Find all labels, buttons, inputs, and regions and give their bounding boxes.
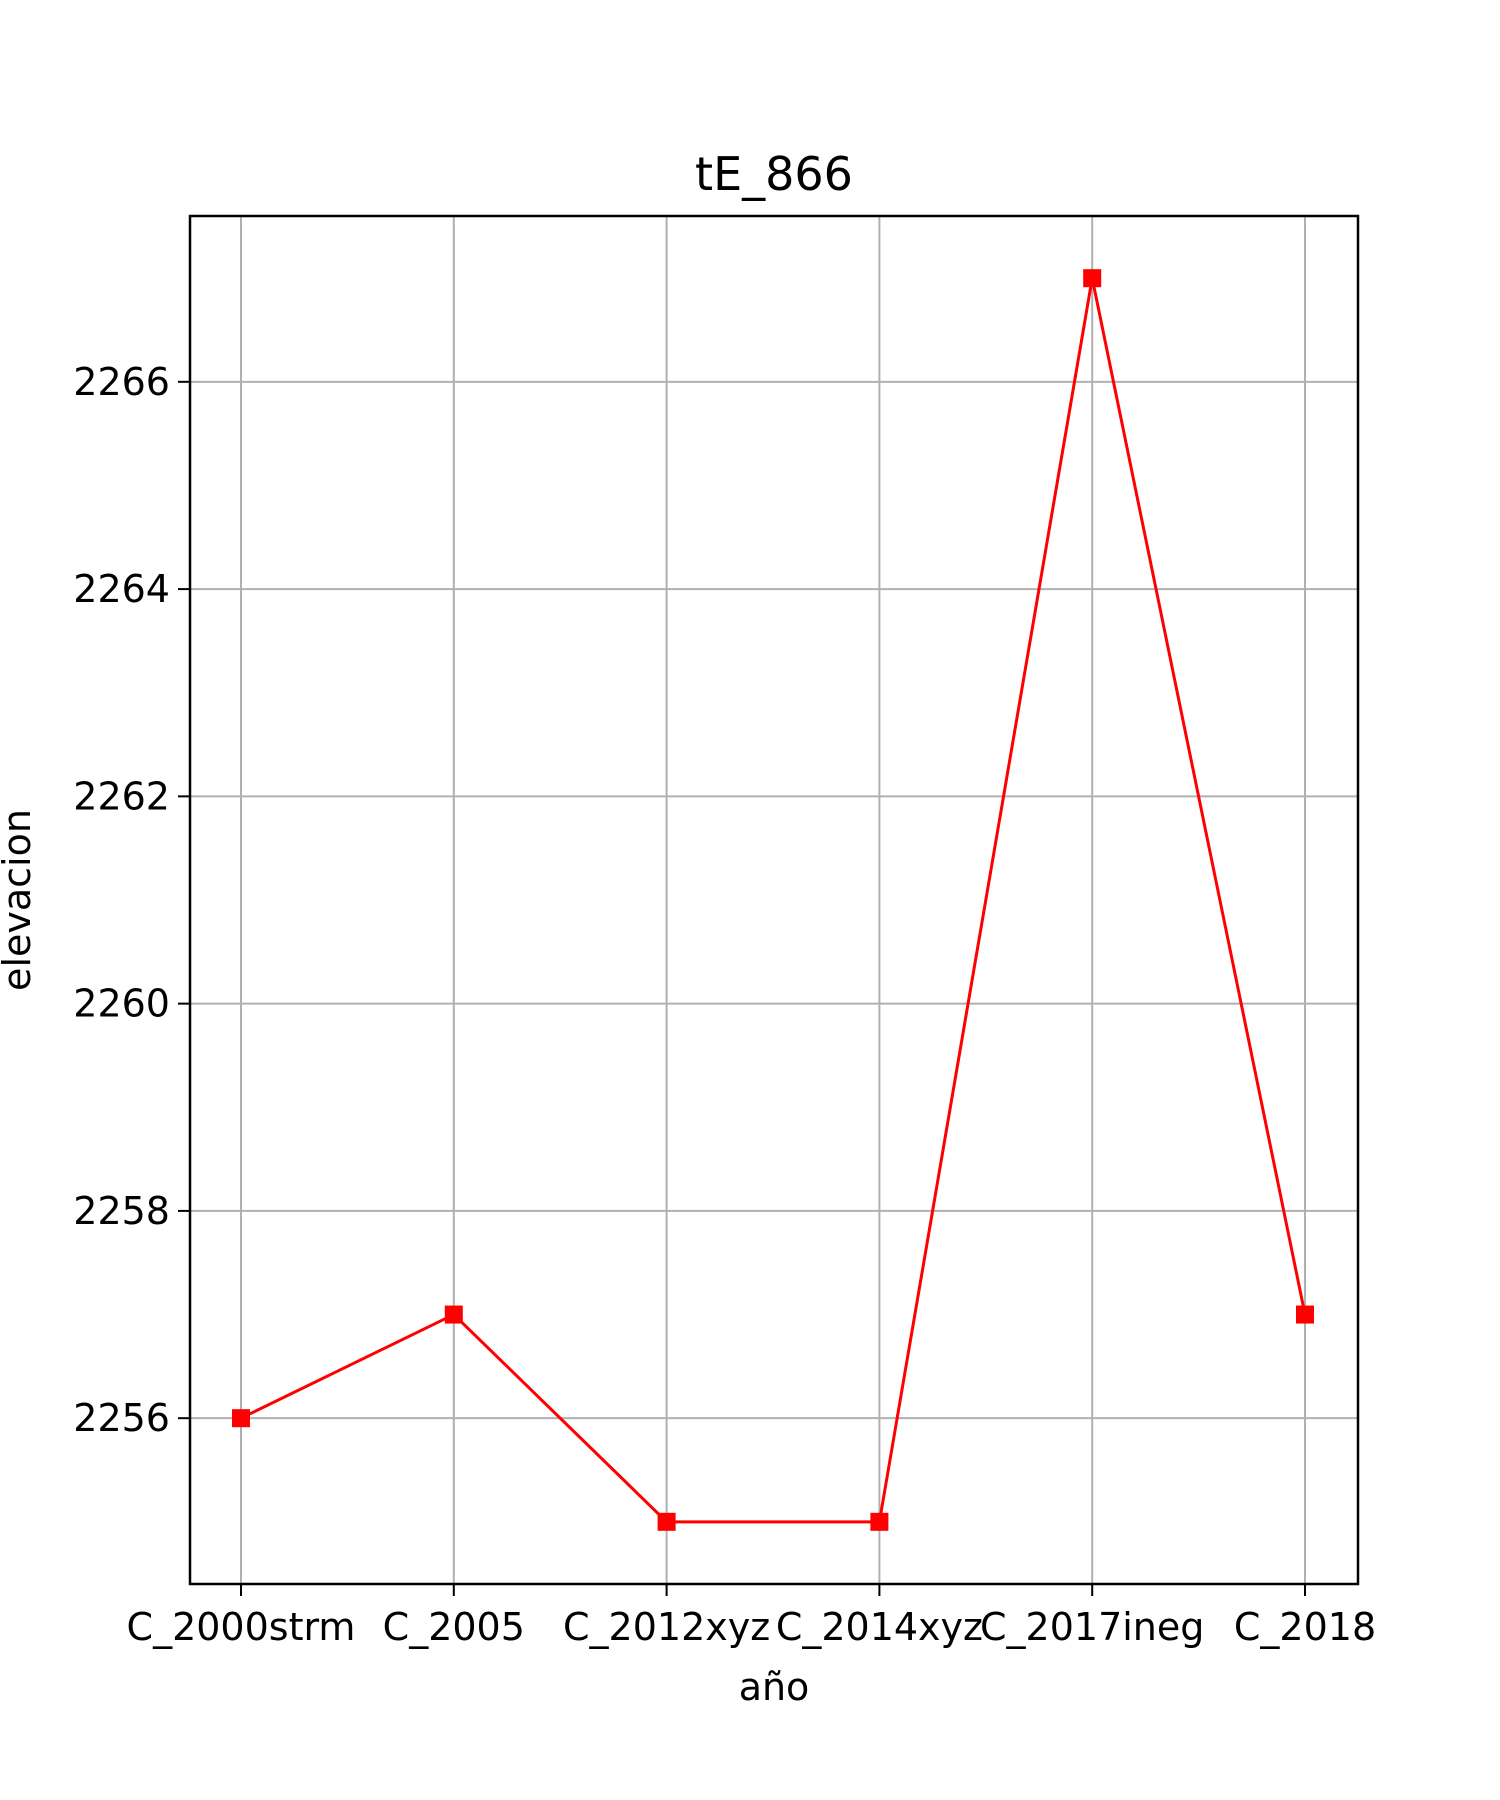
x-tick-label: C_2012xyz [563, 1605, 770, 1649]
x-tick-label: C_2018 [1234, 1605, 1376, 1649]
data-point [444, 1305, 463, 1324]
axis-ticks: C_2000strm C_2005 C_2012xyz C_2014xyzC_2017… [73, 360, 1376, 1649]
data-point [232, 1409, 250, 1428]
data-series [232, 269, 1314, 1531]
chart-title: tE_866 [695, 147, 853, 201]
y-axis-label: elevacion [0, 809, 39, 991]
data-point [657, 1512, 676, 1531]
x-axis-label: año [739, 1665, 810, 1709]
series-line [240, 277, 1307, 1524]
y-tick-label: 2262 [73, 774, 170, 818]
y-tick-label: 2260 [73, 982, 170, 1026]
y-tick-label: 2266 [73, 360, 170, 404]
x-tick-label: C_2014xyz [776, 1605, 983, 1649]
x-tick-label: C_2005 [383, 1605, 525, 1649]
y-tick-label: 2264 [73, 567, 170, 611]
data-point [1083, 269, 1102, 288]
y-tick-label: 2258 [73, 1189, 170, 1233]
data-point [1296, 1305, 1314, 1324]
y-tick-label: 2256 [73, 1396, 170, 1440]
grid-lines [190, 216, 1358, 1584]
plot-frame [188, 214, 1360, 1586]
data-point [870, 1512, 889, 1531]
x-tick-label: C_2000strm [127, 1605, 356, 1649]
x-tick-label: C_2017ineg [980, 1605, 1204, 1649]
